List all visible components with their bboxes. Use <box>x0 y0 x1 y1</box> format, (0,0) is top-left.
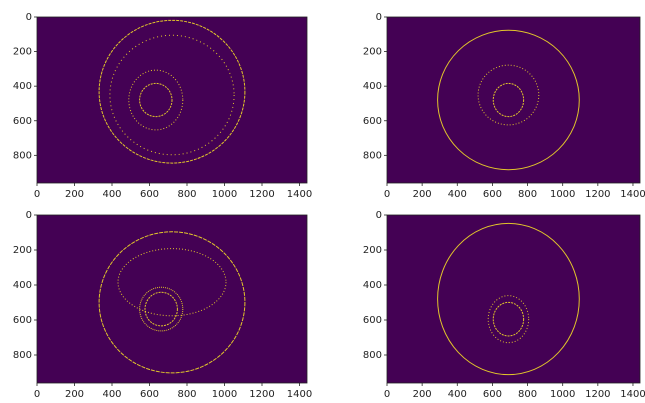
y-tick-label: 0 <box>26 210 32 221</box>
x-tick-label: 1200 <box>585 389 610 400</box>
x-tick-label: 0 <box>384 189 390 200</box>
y-tick-label: 400 <box>363 81 382 92</box>
x-tick-label: 1400 <box>620 389 645 400</box>
x-tick-label: 600 <box>140 189 159 200</box>
x-tick-label: 1400 <box>287 189 312 200</box>
y-tick-label: 800 <box>13 350 32 361</box>
image <box>37 215 307 383</box>
image <box>387 215 640 383</box>
y-tick-label: 600 <box>363 315 382 326</box>
x-tick-label: 1200 <box>249 389 274 400</box>
x-tick-label: 600 <box>483 189 502 200</box>
x-tick-label: 1000 <box>550 189 575 200</box>
x-tick-label: 1400 <box>620 189 645 200</box>
x-tick-label: 400 <box>102 189 121 200</box>
y-tick-label: 600 <box>363 116 382 127</box>
x-tick-label: 0 <box>34 189 40 200</box>
y-tick-label: 200 <box>363 47 382 58</box>
x-tick-label: 400 <box>448 389 467 400</box>
x-tick-label: 200 <box>413 189 432 200</box>
x-tick-label: 1000 <box>212 189 237 200</box>
y-tick-label: 800 <box>363 150 382 161</box>
y-tick-label: 0 <box>376 210 382 221</box>
x-tick-label: 800 <box>177 189 196 200</box>
x-tick-label: 800 <box>518 389 537 400</box>
x-tick-label: 1200 <box>585 189 610 200</box>
x-tick-label: 1000 <box>550 389 575 400</box>
y-tick-label: 0 <box>376 12 382 23</box>
x-tick-label: 1000 <box>212 389 237 400</box>
y-tick-label: 800 <box>363 350 382 361</box>
y-tick-label: 200 <box>363 245 382 256</box>
image <box>387 17 640 183</box>
x-tick-label: 1400 <box>287 389 312 400</box>
x-tick-label: 400 <box>448 189 467 200</box>
y-tick-label: 400 <box>13 81 32 92</box>
y-tick-label: 0 <box>26 12 32 23</box>
y-tick-label: 600 <box>13 116 32 127</box>
y-tick-label: 600 <box>13 315 32 326</box>
x-tick-label: 200 <box>413 389 432 400</box>
x-tick-label: 400 <box>102 389 121 400</box>
x-tick-label: 1200 <box>249 189 274 200</box>
x-tick-label: 0 <box>34 389 40 400</box>
x-tick-label: 800 <box>518 189 537 200</box>
y-tick-label: 800 <box>13 150 32 161</box>
y-tick-label: 200 <box>13 47 32 58</box>
figure: 0 200 400 600 800 1000 1200 1400 0 200 400 600 800 0 2… <box>0 0 645 403</box>
x-tick-label: 800 <box>177 389 196 400</box>
y-tick-label: 400 <box>13 280 32 291</box>
x-tick-label: 600 <box>140 389 159 400</box>
x-tick-label: 200 <box>65 189 84 200</box>
x-tick-label: 0 <box>384 389 390 400</box>
x-tick-label: 600 <box>483 389 502 400</box>
y-tick-label: 400 <box>363 280 382 291</box>
y-tick-label: 200 <box>13 245 32 256</box>
x-tick-label: 200 <box>65 389 84 400</box>
